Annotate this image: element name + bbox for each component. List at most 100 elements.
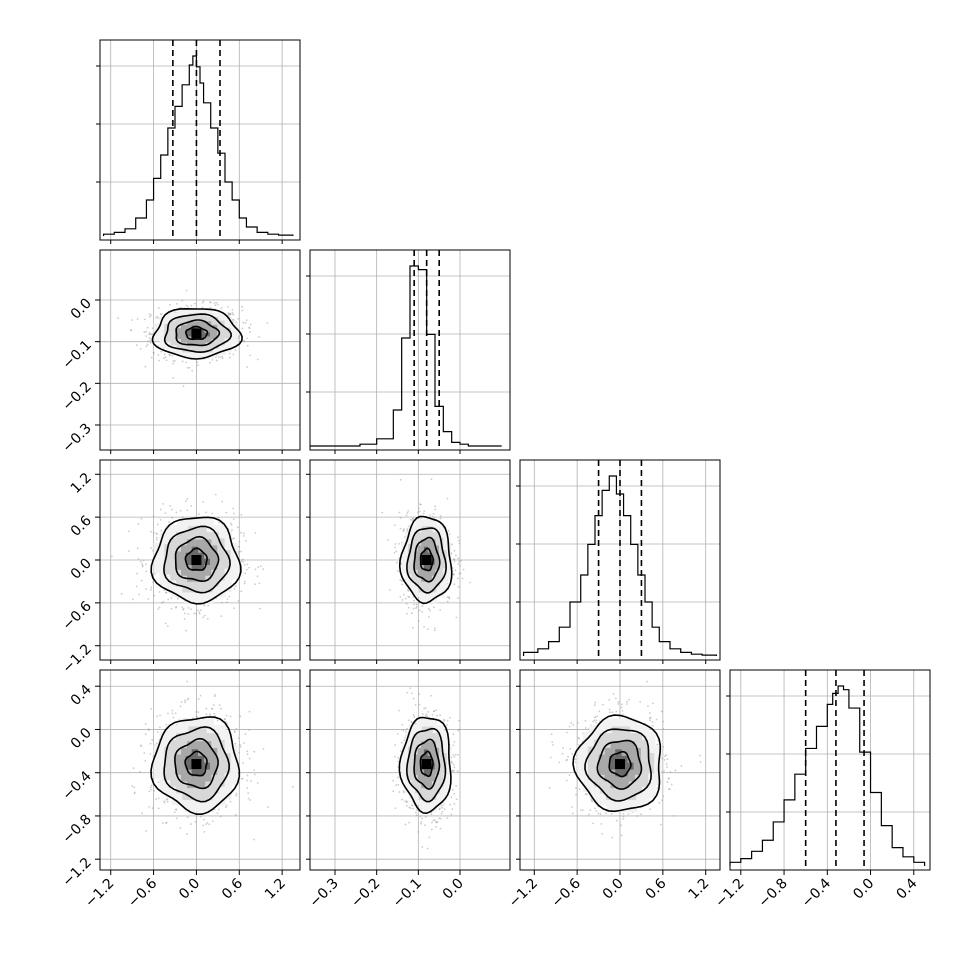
- scatter-point: [409, 518, 412, 521]
- scatter-point: [663, 755, 666, 758]
- density-cell: [231, 771, 238, 779]
- density-cell: [171, 347, 178, 352]
- scatter-point: [572, 723, 575, 726]
- density-cell: [219, 784, 226, 792]
- scatter-point: [459, 572, 462, 575]
- density-cell: [577, 765, 584, 772]
- scatter-point: [144, 733, 147, 736]
- scatter-point: [432, 710, 435, 713]
- contour-level-2: [405, 727, 447, 803]
- scatter-point: [405, 804, 408, 807]
- scatter-point: [231, 318, 234, 321]
- density-cell: [411, 574, 416, 581]
- density-cell: [207, 718, 214, 726]
- scatter-point: [193, 612, 196, 615]
- density-cell: [431, 551, 436, 558]
- scatter-point: [198, 612, 201, 615]
- scatter-point: [397, 760, 400, 763]
- scatter-point: [163, 589, 166, 592]
- density-cell: [211, 328, 218, 333]
- scatter-point: [608, 698, 611, 701]
- density-cell: [212, 320, 219, 325]
- density-cell: [165, 578, 172, 586]
- density-cell: [165, 784, 172, 792]
- density-cell: [607, 798, 614, 806]
- density-cell: [187, 335, 194, 340]
- scatter-point: [157, 608, 160, 610]
- scatter-point: [394, 744, 397, 746]
- scatter-point: [190, 608, 192, 611]
- density-cell: [634, 754, 641, 762]
- density-cell: [213, 347, 220, 352]
- density-cell: [419, 524, 423, 532]
- density-cell: [225, 344, 232, 349]
- density-cell: [601, 725, 608, 733]
- scatter-point: [220, 615, 223, 618]
- density-cell: [177, 351, 184, 356]
- scatter-point: [230, 524, 233, 526]
- density-cell: [212, 338, 219, 342]
- density-cell: [415, 584, 420, 592]
- density-cell: [439, 766, 444, 774]
- scatter-point: [157, 807, 160, 810]
- density-cell: [224, 766, 231, 774]
- scatter-point: [406, 528, 409, 530]
- density-cell: [200, 793, 207, 801]
- density-cell: [414, 532, 419, 539]
- density-cell: [177, 312, 184, 317]
- density-cell: [187, 747, 194, 755]
- scatter-point: [460, 559, 463, 562]
- density-cell: [153, 333, 160, 338]
- density-cell: [191, 769, 199, 777]
- density-cell: [171, 731, 178, 739]
- histogram-step-line: [310, 265, 502, 447]
- density-cell: [231, 778, 238, 786]
- density-cell: [625, 798, 632, 806]
- density-cell: [218, 746, 225, 754]
- scatter-point: [215, 359, 218, 362]
- scatter-point: [615, 697, 617, 700]
- density-cell: [188, 793, 195, 801]
- scatter-point: [398, 791, 401, 793]
- density-cell: [411, 759, 416, 767]
- density-cell: [443, 542, 448, 550]
- scatter-point: [594, 704, 596, 706]
- density-cell: [195, 351, 202, 356]
- density-cell: [165, 347, 172, 352]
- x-tick-label: 0.4: [894, 875, 921, 902]
- scatter-point: [446, 600, 449, 603]
- density-cell: [185, 332, 193, 337]
- scatter-point: [129, 329, 132, 332]
- scatter-point: [196, 361, 199, 364]
- y-tick-label: 1.2: [68, 470, 95, 497]
- density-peak: [191, 759, 202, 770]
- density-cell: [415, 518, 420, 526]
- density-cell: [206, 779, 213, 787]
- density-cell: [165, 312, 172, 317]
- scatter-point: [148, 313, 151, 315]
- density-cell: [643, 798, 650, 806]
- density-cell: [201, 354, 208, 359]
- density-cell: [405, 530, 409, 538]
- scatter-point: [150, 530, 153, 533]
- scatter-point: [389, 589, 391, 591]
- scatter-point: [422, 512, 425, 515]
- scatter-point: [150, 547, 153, 550]
- scatter-point: [395, 784, 398, 787]
- density-cell: [628, 767, 635, 775]
- scatter-point: [598, 710, 601, 713]
- scatter-point: [446, 724, 448, 726]
- scatter-point: [174, 712, 177, 715]
- density-cell: [165, 319, 172, 324]
- density-cell: [170, 773, 177, 781]
- density-cell: [170, 334, 177, 339]
- scatter-point: [201, 301, 204, 304]
- scatter-point: [424, 824, 426, 827]
- density-cell: [212, 786, 219, 794]
- density-cell: [414, 538, 419, 545]
- scatter-point: [432, 819, 435, 822]
- density-cell: [418, 786, 423, 794]
- scatter-point: [233, 730, 236, 733]
- scatter-point: [246, 779, 248, 782]
- density-cell: [604, 747, 611, 755]
